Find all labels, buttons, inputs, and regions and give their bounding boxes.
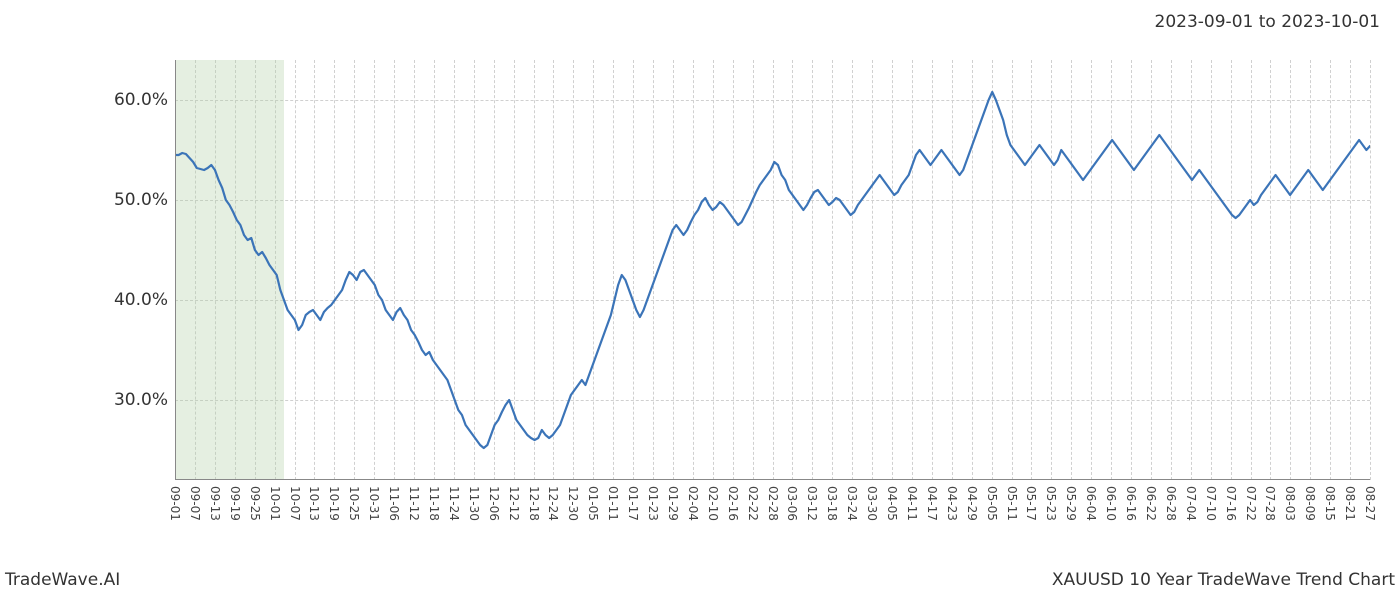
x-tick-label: 02-04 bbox=[686, 486, 700, 521]
plot-area bbox=[175, 60, 1370, 480]
x-tick-label: 02-28 bbox=[766, 486, 780, 521]
chart-title-label: XAUUSD 10 Year TradeWave Trend Chart bbox=[1052, 570, 1395, 590]
x-tick-label: 03-12 bbox=[805, 486, 819, 521]
x-tick-label: 03-18 bbox=[825, 486, 839, 521]
x-tick-label: 07-16 bbox=[1224, 486, 1238, 521]
x-tick-label: 01-23 bbox=[646, 486, 660, 521]
chart-container: 2023-09-01 to 2023-10-01 TradeWave.AI XA… bbox=[0, 0, 1400, 600]
x-tick-label: 09-19 bbox=[228, 486, 242, 521]
y-axis-line bbox=[175, 60, 176, 480]
x-tick-label: 12-30 bbox=[566, 486, 580, 521]
brand-label: TradeWave.AI bbox=[5, 570, 120, 590]
x-tick-label: 01-29 bbox=[666, 486, 680, 521]
series-line bbox=[175, 60, 1370, 480]
x-tick-label: 10-13 bbox=[307, 486, 321, 521]
x-tick-label: 05-11 bbox=[1005, 486, 1019, 521]
y-tick-label: 30.0% bbox=[114, 390, 168, 410]
x-tick-label: 08-15 bbox=[1323, 486, 1337, 521]
x-tick-label: 05-05 bbox=[985, 486, 999, 521]
y-tick-label: 60.0% bbox=[114, 90, 168, 110]
x-tick-label: 11-12 bbox=[407, 486, 421, 521]
x-tick-label: 12-12 bbox=[507, 486, 521, 521]
x-tick-label: 04-05 bbox=[885, 486, 899, 521]
x-tick-label: 04-17 bbox=[925, 486, 939, 521]
x-tick-label: 05-17 bbox=[1024, 486, 1038, 521]
x-tick-label: 01-11 bbox=[606, 486, 620, 521]
x-tick-label: 08-21 bbox=[1343, 486, 1357, 521]
x-tick-label: 11-18 bbox=[427, 486, 441, 521]
x-axis-line bbox=[175, 479, 1370, 480]
x-tick-label: 05-29 bbox=[1064, 486, 1078, 521]
x-tick-label: 01-17 bbox=[626, 486, 640, 521]
x-tick-label: 04-23 bbox=[945, 486, 959, 521]
y-tick-label: 40.0% bbox=[114, 290, 168, 310]
x-tick-label: 04-29 bbox=[965, 486, 979, 521]
x-tick-label: 06-10 bbox=[1104, 486, 1118, 521]
x-tick-label: 06-28 bbox=[1164, 486, 1178, 521]
x-tick-label: 12-06 bbox=[487, 486, 501, 521]
x-tick-label: 09-13 bbox=[208, 486, 222, 521]
x-tick-label: 03-06 bbox=[785, 486, 799, 521]
x-tick-label: 12-24 bbox=[546, 486, 560, 521]
x-tick-label: 01-05 bbox=[586, 486, 600, 521]
x-tick-label: 10-01 bbox=[268, 486, 282, 521]
x-tick-label: 08-09 bbox=[1303, 486, 1317, 521]
x-tick-label: 07-10 bbox=[1204, 486, 1218, 521]
x-tick-label: 02-22 bbox=[746, 486, 760, 521]
x-tick-label: 11-30 bbox=[467, 486, 481, 521]
x-tick-label: 06-16 bbox=[1124, 486, 1138, 521]
x-tick-label: 06-22 bbox=[1144, 486, 1158, 521]
x-tick-label: 09-25 bbox=[248, 486, 262, 521]
gridline-vertical bbox=[1370, 60, 1371, 480]
x-tick-label: 10-25 bbox=[347, 486, 361, 521]
x-tick-label: 10-31 bbox=[367, 486, 381, 521]
x-tick-label: 03-24 bbox=[845, 486, 859, 521]
x-tick-label: 11-06 bbox=[387, 486, 401, 521]
x-tick-label: 03-30 bbox=[865, 486, 879, 521]
x-tick-label: 07-22 bbox=[1244, 486, 1258, 521]
x-tick-label: 04-11 bbox=[905, 486, 919, 521]
y-tick-label: 50.0% bbox=[114, 190, 168, 210]
x-tick-label: 07-28 bbox=[1263, 486, 1277, 521]
x-tick-label: 09-01 bbox=[168, 486, 182, 521]
x-tick-label: 12-18 bbox=[527, 486, 541, 521]
x-tick-label: 10-19 bbox=[327, 486, 341, 521]
x-tick-label: 10-07 bbox=[288, 486, 302, 521]
x-tick-label: 02-16 bbox=[726, 486, 740, 521]
x-tick-label: 02-10 bbox=[706, 486, 720, 521]
x-tick-label: 06-04 bbox=[1084, 486, 1098, 521]
x-tick-label: 11-24 bbox=[447, 486, 461, 521]
x-tick-label: 08-03 bbox=[1283, 486, 1297, 521]
x-tick-label: 07-04 bbox=[1184, 486, 1198, 521]
x-tick-label: 05-23 bbox=[1044, 486, 1058, 521]
x-tick-label: 08-27 bbox=[1363, 486, 1377, 521]
x-tick-label: 09-07 bbox=[188, 486, 202, 521]
date-range-label: 2023-09-01 to 2023-10-01 bbox=[1155, 12, 1380, 32]
